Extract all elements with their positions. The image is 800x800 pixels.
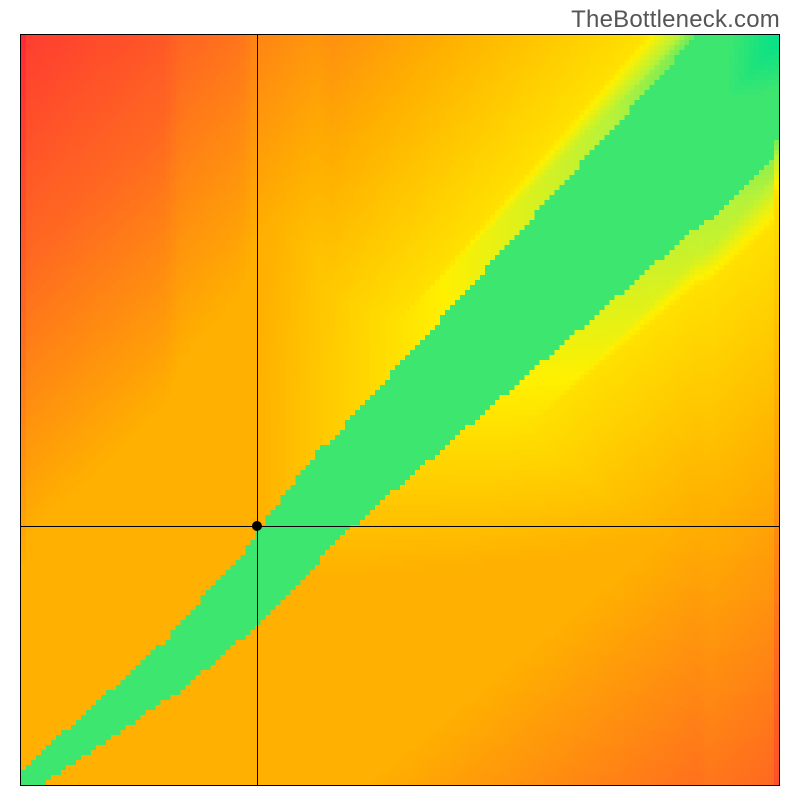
operating-point-marker — [252, 521, 262, 531]
chart-container: TheBottleneck.com — [0, 0, 800, 800]
watermark-text: TheBottleneck.com — [571, 6, 780, 34]
plot-frame — [20, 34, 780, 786]
bottleneck-heatmap — [21, 35, 779, 785]
crosshair-vertical — [257, 35, 258, 785]
crosshair-horizontal — [21, 526, 779, 527]
